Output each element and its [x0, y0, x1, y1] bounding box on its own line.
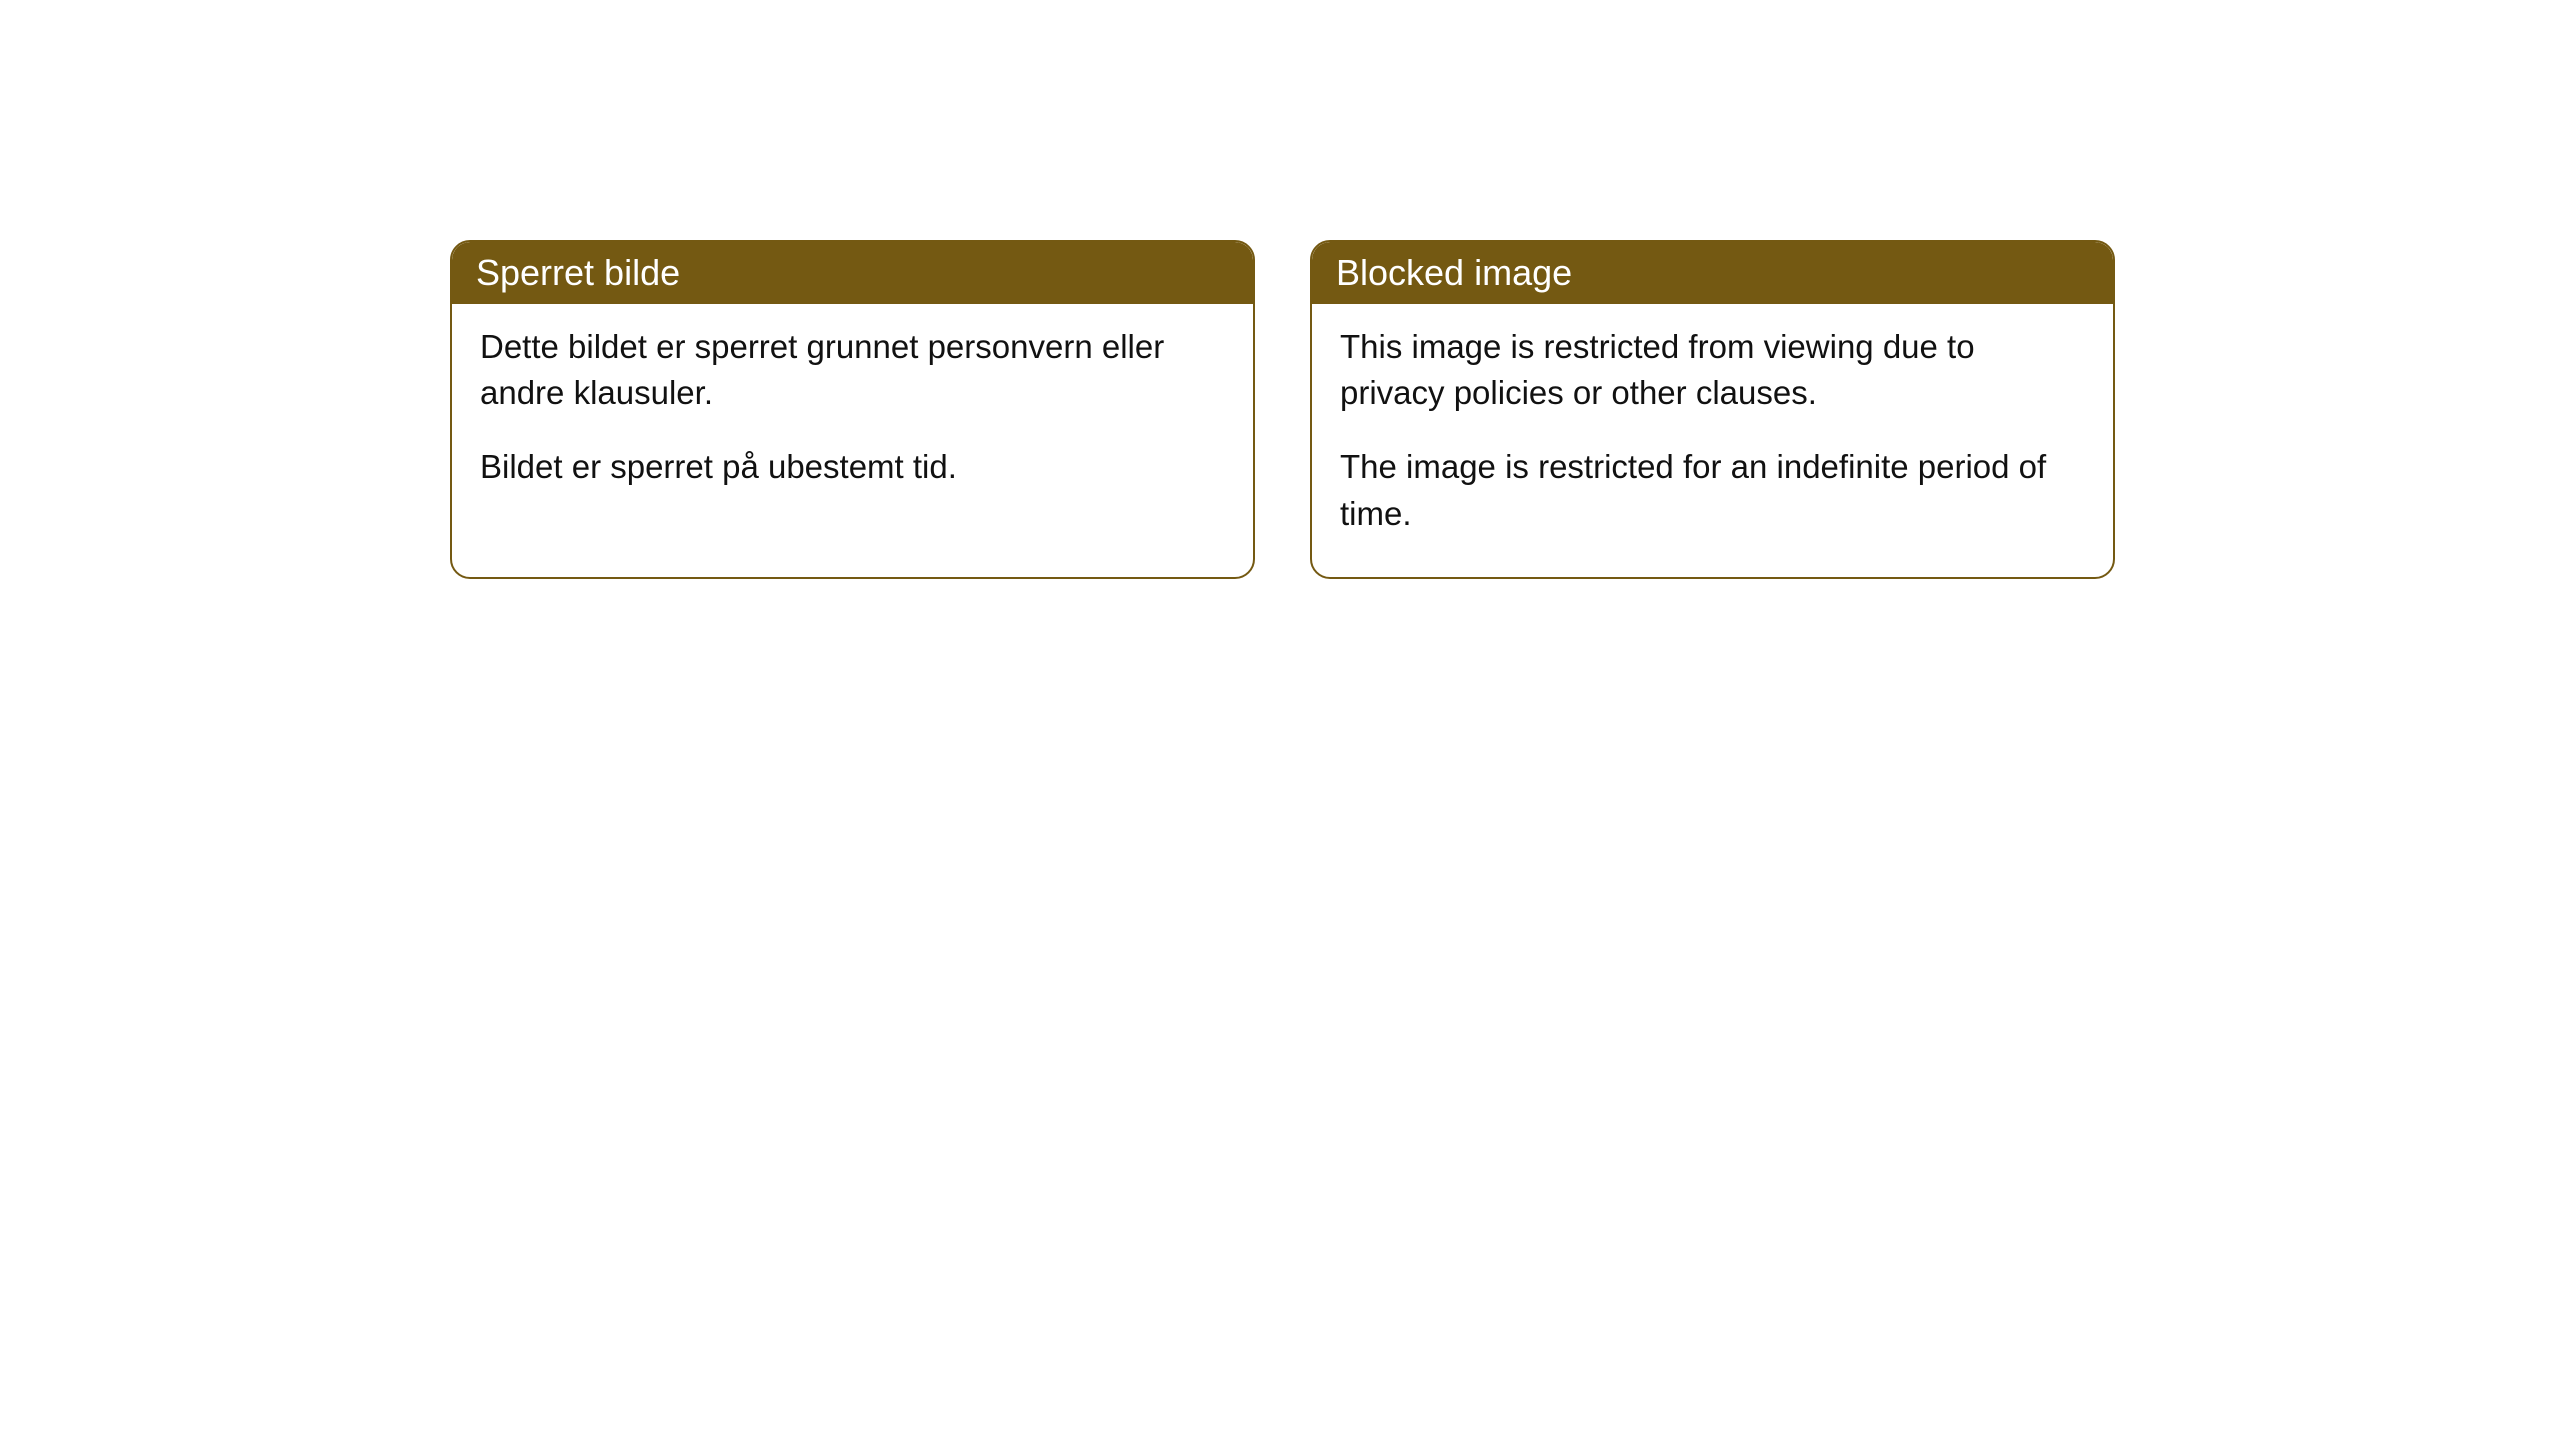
card-header-right: Blocked image — [1312, 242, 2113, 304]
cards-container: Sperret bilde Dette bildet er sperret gr… — [450, 240, 2115, 579]
card-text-right-1: This image is restricted from viewing du… — [1340, 324, 2085, 416]
card-body-right: This image is restricted from viewing du… — [1312, 304, 2113, 577]
card-text-right-2: The image is restricted for an indefinit… — [1340, 444, 2085, 536]
card-text-left-1: Dette bildet er sperret grunnet personve… — [480, 324, 1225, 416]
card-body-left: Dette bildet er sperret grunnet personve… — [452, 304, 1253, 531]
blocked-image-card-norwegian: Sperret bilde Dette bildet er sperret gr… — [450, 240, 1255, 579]
card-header-left: Sperret bilde — [452, 242, 1253, 304]
card-text-left-2: Bildet er sperret på ubestemt tid. — [480, 444, 1225, 490]
blocked-image-card-english: Blocked image This image is restricted f… — [1310, 240, 2115, 579]
